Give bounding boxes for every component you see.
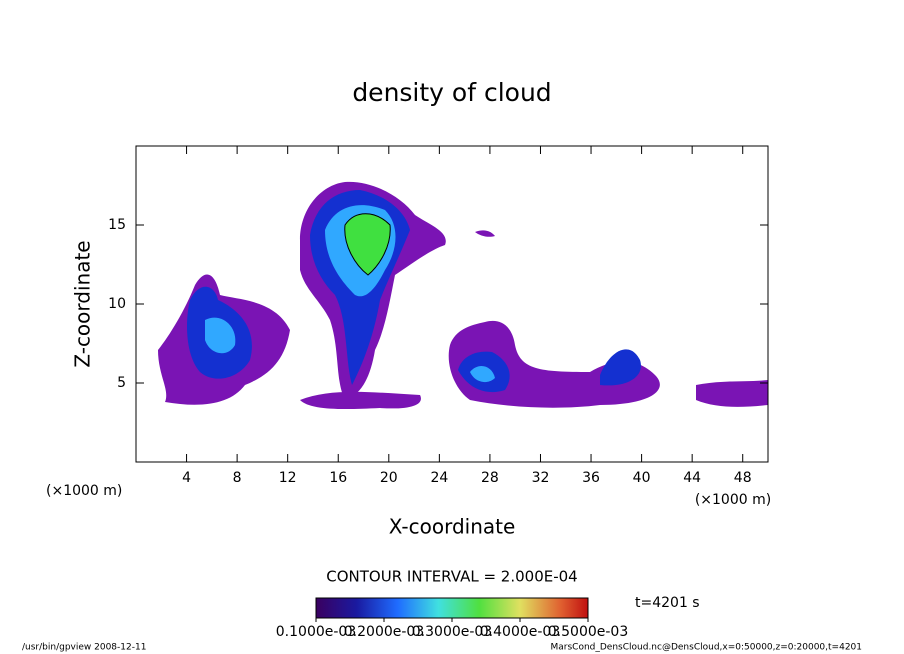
x-tick-label: 48 bbox=[734, 470, 752, 486]
x-tick-label: 28 bbox=[481, 470, 499, 486]
x-tick-label: 4 bbox=[182, 470, 191, 486]
x-tick-label: 24 bbox=[430, 470, 448, 486]
x-tick-label: 12 bbox=[279, 470, 297, 486]
time-label: t=4201 s bbox=[635, 595, 700, 611]
x-tick-label: 44 bbox=[683, 470, 701, 486]
x-unit-left: (×1000 m) bbox=[46, 483, 122, 499]
x-tick-label: 40 bbox=[633, 470, 651, 486]
x-tick-label: 36 bbox=[582, 470, 600, 486]
x-tick-label: 16 bbox=[329, 470, 347, 486]
x-axis-label: X-coordinate bbox=[389, 515, 516, 539]
x-unit-right: (×1000 m) bbox=[695, 492, 771, 508]
colorbar-tick-label: 0.3000e-03 bbox=[412, 624, 492, 640]
contour-interval: CONTOUR INTERVAL = 2.000E-04 bbox=[326, 568, 577, 586]
footer-left: /usr/bin/gpview 2008-12-11 bbox=[22, 643, 146, 653]
cloud-field bbox=[158, 181, 768, 410]
colorbar-tick-label: 0.2000e-03 bbox=[344, 624, 424, 640]
chart-title: density of cloud bbox=[352, 78, 551, 107]
x-tick-label: 8 bbox=[233, 470, 242, 486]
footer-right: MarsCond_DensCloud.nc@DensCloud,x=0:5000… bbox=[551, 643, 863, 653]
colorbar-tick-label: 0.5000e-03 bbox=[548, 624, 628, 640]
x-tick-label: 20 bbox=[380, 470, 398, 486]
y-axis-label: Z-coordinate bbox=[71, 240, 95, 367]
y-tick-label: 15 bbox=[108, 217, 126, 233]
colorbar-tick-label: 0.4000e-03 bbox=[480, 624, 560, 640]
colorbar bbox=[315, 597, 589, 619]
colorbar-tick-label: 0.1000e-03 bbox=[276, 624, 356, 640]
x-tick-label: 32 bbox=[532, 470, 550, 486]
y-tick-label: 10 bbox=[108, 296, 126, 312]
y-tick-label: 5 bbox=[117, 375, 126, 391]
